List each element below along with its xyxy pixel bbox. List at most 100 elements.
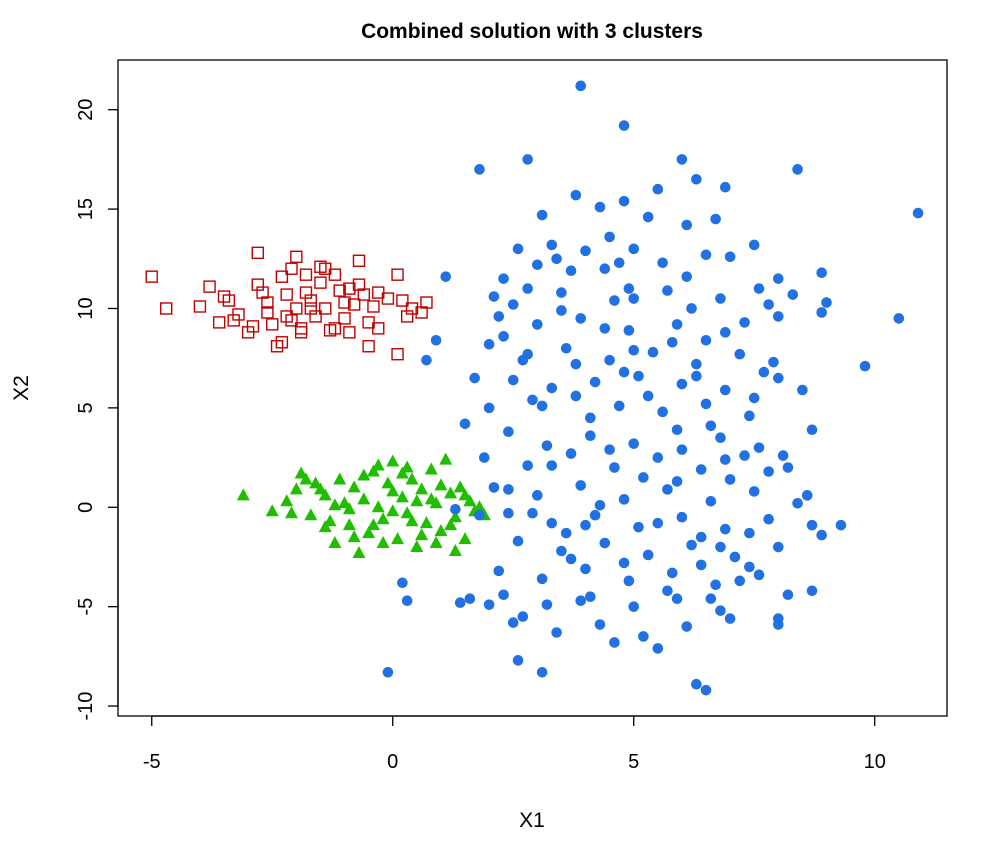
- data-point: [701, 399, 712, 410]
- data-point: [377, 536, 390, 548]
- x-tick-label: 0: [387, 751, 398, 773]
- data-point: [575, 81, 586, 92]
- y-tick-label: 20: [75, 99, 97, 121]
- data-point: [450, 504, 461, 515]
- data-point: [415, 528, 428, 540]
- y-tick-label: 10: [75, 297, 97, 319]
- data-point: [459, 532, 472, 544]
- data-point: [667, 337, 678, 348]
- data-point: [792, 164, 803, 175]
- data-point: [585, 413, 596, 424]
- data-point: [701, 250, 712, 261]
- data-point: [571, 391, 582, 402]
- data-point: [430, 536, 443, 548]
- data-point: [551, 253, 562, 264]
- data-point: [237, 488, 250, 500]
- data-point: [624, 325, 635, 336]
- data-point: [628, 244, 639, 255]
- data-point: [214, 317, 225, 328]
- data-point: [763, 514, 774, 525]
- data-point: [628, 345, 639, 356]
- data-point: [383, 667, 394, 678]
- data-point: [372, 500, 385, 512]
- data-point: [768, 357, 779, 368]
- data-point: [715, 293, 726, 304]
- data-point: [291, 251, 302, 262]
- data-point: [498, 331, 509, 342]
- x-axis-label: X1: [519, 809, 545, 832]
- data-point: [363, 341, 374, 352]
- data-point: [266, 504, 279, 516]
- data-point: [508, 299, 519, 310]
- data-point: [344, 327, 355, 338]
- data-point: [778, 450, 789, 461]
- data-point: [537, 667, 548, 678]
- data-points: [146, 81, 923, 696]
- data-point: [372, 459, 385, 471]
- data-point: [590, 377, 601, 388]
- data-point: [662, 285, 673, 296]
- data-point: [638, 631, 649, 642]
- data-point: [672, 476, 683, 487]
- data-point: [739, 450, 750, 461]
- data-point: [913, 208, 924, 219]
- data-point: [720, 524, 731, 535]
- data-point: [410, 494, 423, 506]
- data-point: [701, 685, 712, 696]
- data-point: [420, 516, 433, 528]
- data-point: [493, 566, 504, 577]
- data-point: [546, 240, 557, 251]
- data-point: [518, 611, 529, 622]
- data-point: [643, 212, 654, 223]
- data-point: [352, 546, 365, 558]
- data-point: [527, 508, 538, 519]
- data-point: [397, 578, 408, 589]
- data-point: [749, 393, 760, 404]
- data-point: [807, 585, 818, 596]
- data-point: [725, 251, 736, 262]
- data-point: [300, 269, 311, 280]
- data-point: [392, 269, 403, 280]
- data-point: [681, 621, 692, 632]
- data-point: [546, 518, 557, 529]
- data-point: [595, 619, 606, 630]
- data-point: [773, 542, 784, 553]
- data-point: [619, 367, 630, 378]
- data-point: [763, 299, 774, 310]
- data-point: [638, 472, 649, 483]
- data-point: [353, 255, 364, 266]
- data-point: [513, 655, 524, 666]
- data-point: [744, 528, 755, 539]
- data-point: [590, 510, 601, 521]
- data-point: [537, 574, 548, 585]
- data-point: [465, 593, 476, 604]
- data-point: [619, 558, 630, 569]
- data-point: [498, 273, 509, 284]
- data-point: [368, 301, 379, 312]
- data-point: [580, 246, 591, 257]
- data-point: [391, 532, 404, 544]
- data-point: [556, 305, 567, 316]
- data-point: [410, 540, 423, 552]
- data-point: [759, 367, 770, 378]
- data-point: [725, 613, 736, 624]
- data-point: [508, 375, 519, 386]
- data-point: [532, 259, 543, 270]
- data-point: [604, 355, 615, 366]
- data-point: [715, 432, 726, 443]
- data-point: [489, 482, 500, 493]
- data-point: [894, 313, 905, 324]
- chart-title: Combined solution with 3 clusters: [361, 20, 703, 43]
- data-point: [681, 220, 692, 231]
- x-tick-label: -5: [143, 751, 161, 773]
- data-point: [386, 504, 399, 516]
- data-point: [537, 210, 548, 221]
- data-point: [749, 240, 760, 251]
- data-point: [773, 311, 784, 322]
- point-series: [146, 247, 432, 359]
- y-tick-label: -10: [75, 692, 97, 721]
- data-point: [508, 617, 519, 628]
- data-point: [469, 373, 480, 384]
- point-series: [383, 81, 924, 696]
- data-point: [571, 359, 582, 370]
